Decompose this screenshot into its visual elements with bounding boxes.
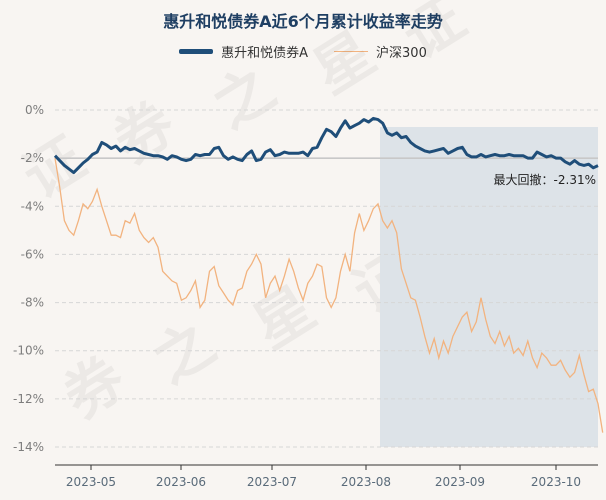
x-tick-label: 2023-08: [341, 475, 391, 489]
y-tick-label: -2%: [21, 151, 44, 165]
series-line-fund: [53, 116, 599, 175]
x-tick-label: 2023-05: [66, 475, 116, 489]
y-tick-label: -10%: [13, 344, 44, 358]
chart-title: 惠升和悦债券A近6个月累计收益率走势: [163, 12, 443, 31]
legend-swatch-hs300: [334, 50, 369, 53]
legend-label-fund: 惠升和悦债券A: [221, 46, 309, 61]
legend-swatch-fund: [179, 49, 214, 54]
watermark-char: 证: [391, 0, 476, 72]
watermark-char: 券: [101, 88, 187, 177]
legend-item-fund[interactable]: 惠升和悦债券A: [179, 42, 308, 61]
watermark-char: 之: [141, 308, 226, 396]
grid-lines: [55, 109, 598, 448]
x-tick-label: 2023-07: [247, 475, 297, 489]
y-tick-label: 0%: [25, 103, 44, 117]
watermark-char: 星: [301, 18, 386, 106]
x-tick-label: 2023-10: [531, 475, 581, 489]
max-drawdown-annotation: 最大回撤：-2.31%: [494, 172, 596, 187]
legend: 惠升和悦债券A 沪深300: [0, 42, 606, 61]
y-tick-label: -4%: [21, 199, 44, 213]
y-tick-label: -8%: [21, 296, 44, 310]
legend-item-hs300[interactable]: 沪深300: [334, 42, 427, 61]
watermark-char: 券: [51, 343, 137, 432]
y-tick-label: -6%: [21, 247, 44, 261]
highlight-region: [380, 127, 598, 447]
y-axis: 0% -2% -4% -6% -8% -10% -12% -14%: [13, 103, 44, 454]
x-tick-label: 2023-06: [156, 475, 206, 489]
watermark-char: 之: [201, 53, 286, 141]
y-tick-label: -12%: [13, 392, 44, 406]
series-line-hs300: [54, 157, 604, 433]
x-tick-label: 2023-09: [435, 475, 485, 489]
x-axis: 2023-05 2023-06 2023-07 2023-08 2023-09 2023-…: [66, 465, 581, 489]
watermark-char: 星: [241, 273, 326, 361]
legend-label-hs300: 沪深300: [376, 46, 427, 61]
y-tick-label: -14%: [13, 440, 44, 454]
